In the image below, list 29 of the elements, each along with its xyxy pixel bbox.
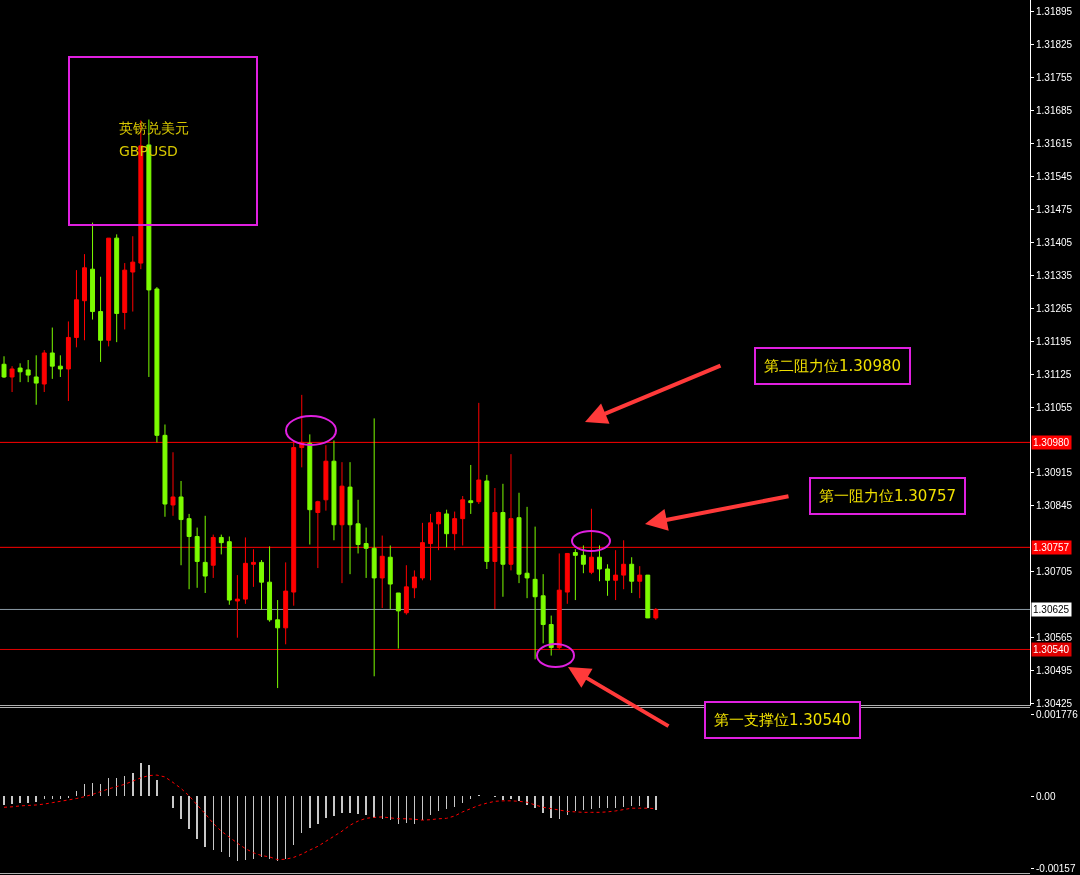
y-tick-label: 1.31895 (1036, 6, 1073, 18)
y-tick-label: 1.31615 (1036, 138, 1073, 150)
y-tick-label: 1.30705 (1036, 566, 1073, 578)
y-tick-label: 1.31405 (1036, 236, 1073, 248)
ref-line-label: 1.30625 (1033, 604, 1070, 615)
y-tick-label: 1.31265 (1036, 302, 1073, 314)
y-tick-label: 1.30425 (1036, 698, 1073, 710)
y-tick-label: 1.31335 (1036, 269, 1073, 281)
ref-line-label: 1.30540 (1033, 644, 1070, 655)
y-tick-label: 1.31055 (1036, 401, 1073, 413)
y-tick-label: 1.31125 (1036, 368, 1072, 380)
y-tick-label: 1.31195 (1036, 335, 1072, 347)
annotation: 第二阻力位1.30980 (764, 357, 902, 375)
y-tick-label: 1.31475 (1036, 203, 1073, 215)
y-tick-label: -0.00157 (1036, 862, 1076, 874)
annotation: 第一支撑位1.30540 (714, 711, 852, 729)
y-tick-label: 0.001776 (1036, 709, 1079, 721)
y-tick-label: 1.31755 (1036, 72, 1073, 84)
ref-line-label: 1.30757 (1033, 542, 1070, 553)
y-tick-label: 1.30845 (1036, 500, 1073, 512)
y-tick-label: 1.31545 (1036, 170, 1073, 182)
y-tick-label: 1.31685 (1036, 105, 1073, 117)
y-tick-label: 1.30565 (1036, 632, 1073, 644)
y-tick-label: 1.30495 (1036, 665, 1073, 677)
y-tick-label: 1.31825 (1036, 39, 1073, 51)
y-tick-label: 1.30915 (1036, 467, 1073, 479)
y-tick-label: 0.00 (1036, 790, 1056, 802)
annotation: 第一阻力位1.30757 (819, 487, 957, 505)
ref-line-label: 1.30980 (1033, 437, 1070, 448)
